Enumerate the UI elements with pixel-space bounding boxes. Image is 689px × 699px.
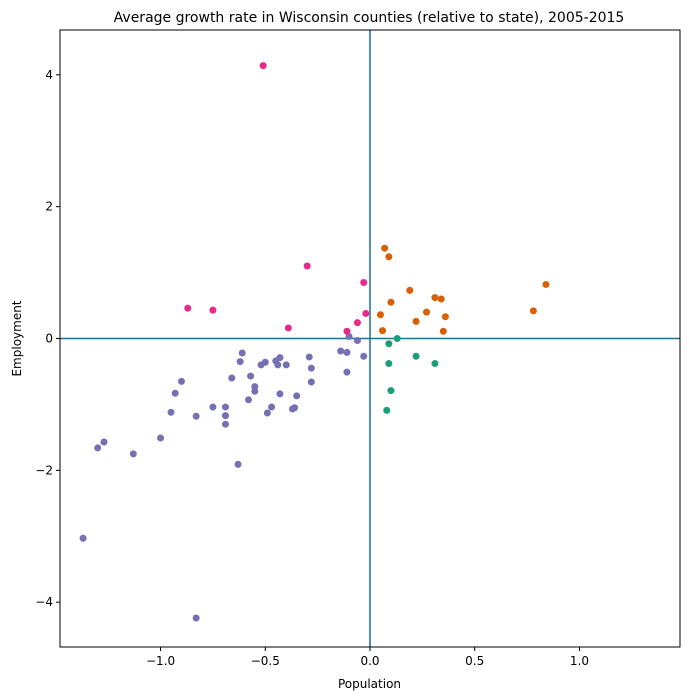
data-point [343, 348, 351, 356]
y-tick-label: −2 [35, 463, 53, 477]
data-point [228, 374, 236, 382]
data-point [381, 244, 389, 252]
data-point [305, 353, 313, 361]
data-point [387, 298, 395, 306]
data-point [129, 450, 137, 458]
data-point [276, 390, 284, 398]
data-point [221, 412, 229, 420]
data-point [307, 364, 315, 372]
data-point [385, 253, 393, 261]
data-point [362, 309, 370, 317]
data-point [282, 361, 290, 369]
y-tick-label: 4 [45, 68, 53, 82]
data-point [209, 403, 217, 411]
data-point [379, 327, 387, 335]
data-point [431, 360, 439, 368]
data-point [276, 354, 284, 362]
data-point [268, 403, 276, 411]
data-point [423, 308, 431, 316]
data-point [284, 324, 292, 332]
data-point [263, 409, 271, 417]
data-point [307, 378, 315, 386]
data-point [291, 404, 299, 412]
data-point [251, 387, 259, 395]
x-tick-label: 0.0 [360, 654, 379, 668]
y-tick-label: 2 [45, 200, 53, 214]
data-point [236, 358, 244, 366]
x-tick-label: 0.5 [465, 654, 484, 668]
data-point [412, 317, 420, 325]
data-point [529, 307, 537, 315]
data-point [387, 387, 395, 395]
data-point [221, 420, 229, 428]
data-point [167, 408, 175, 416]
data-point [360, 278, 368, 286]
data-point [353, 336, 361, 344]
data-point [247, 372, 255, 380]
data-point [171, 389, 179, 397]
data-point [261, 358, 269, 366]
x-axis-label: Population [338, 677, 401, 691]
data-point [221, 403, 229, 411]
data-point [343, 368, 351, 376]
data-point [157, 434, 165, 442]
data-point [184, 304, 192, 312]
data-point [431, 294, 439, 302]
axis-ticks: −1.0 −0.5 0.0 0.5 1.0 −4 −2 0 2 4 [35, 68, 589, 668]
data-point [412, 352, 420, 360]
chart-title: Average growth rate in Wisconsin countie… [114, 10, 625, 26]
data-point [393, 335, 401, 342]
data-point [259, 62, 267, 70]
y-tick-label: −4 [35, 595, 53, 609]
y-axis-label: Employment [10, 300, 24, 376]
data-point [100, 438, 108, 446]
data-point [385, 340, 393, 348]
data-point [303, 262, 311, 270]
data-point [441, 313, 449, 321]
data-point [385, 360, 393, 368]
data-point [209, 306, 217, 314]
data-point [192, 614, 200, 622]
data-point [192, 412, 200, 420]
data-point [353, 319, 361, 327]
data-point [542, 280, 550, 288]
x-tick-label: −1.0 [146, 654, 175, 668]
plot-area [59, 29, 681, 648]
x-tick-label: 1.0 [570, 654, 589, 668]
data-point [245, 396, 253, 404]
data-point [177, 377, 185, 385]
data-point [293, 392, 301, 400]
data-point [439, 327, 447, 335]
data-point [337, 347, 345, 355]
data-point [376, 311, 384, 319]
data-point [406, 286, 414, 294]
data-point [360, 352, 368, 360]
data-point [274, 361, 282, 369]
data-point [234, 460, 242, 468]
y-tick-label: 0 [45, 332, 53, 346]
data-point [238, 349, 246, 357]
data-point [343, 327, 351, 335]
data-point [383, 406, 391, 414]
data-point [94, 444, 102, 452]
data-point [437, 295, 445, 303]
data-point [345, 333, 353, 341]
data-point [79, 534, 87, 542]
x-tick-label: −0.5 [251, 654, 280, 668]
